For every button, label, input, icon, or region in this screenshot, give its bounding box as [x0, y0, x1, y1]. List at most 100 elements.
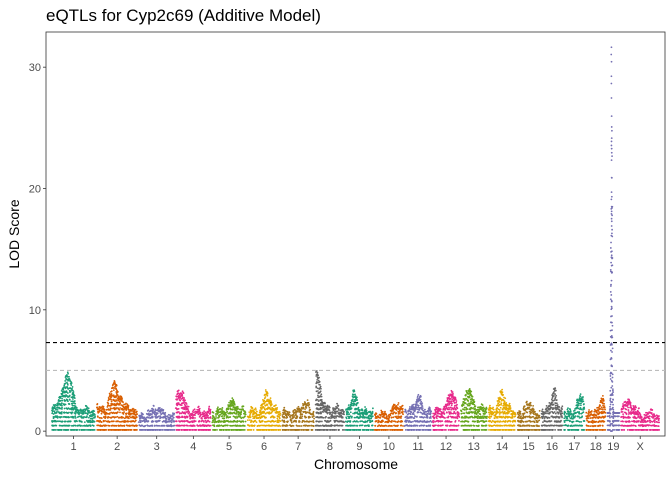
lod-point — [71, 404, 74, 407]
lod-point — [236, 420, 239, 423]
lod-point — [68, 403, 71, 406]
lod-point — [225, 429, 228, 431]
lod-point — [330, 424, 333, 427]
lod-point — [211, 421, 214, 424]
lod-point — [115, 387, 117, 390]
lod-point — [496, 411, 499, 414]
lod-point — [354, 393, 356, 396]
lod-point — [266, 404, 269, 406]
lod-point — [60, 416, 63, 418]
lod-point — [135, 414, 137, 417]
lod-point — [300, 429, 303, 431]
lod-point — [84, 412, 87, 414]
lod-point — [86, 406, 89, 409]
lod-point — [93, 420, 96, 423]
lod-point — [112, 420, 115, 423]
lod-point — [73, 394, 76, 397]
lod-point — [181, 424, 184, 427]
lod-point — [316, 380, 318, 383]
lod-point — [332, 424, 334, 427]
lod-point — [467, 400, 470, 402]
lod-point — [497, 402, 500, 405]
lod-point — [505, 402, 508, 404]
lod-point — [231, 408, 234, 411]
lod-point — [71, 406, 74, 409]
lod-point — [464, 399, 466, 401]
lod-point — [417, 404, 420, 407]
chromosome-6-marks — [246, 389, 282, 431]
lod-point — [87, 407, 90, 410]
lod-point — [300, 409, 303, 412]
lod-point — [440, 411, 443, 413]
lod-point — [67, 429, 70, 431]
lod-point — [269, 429, 271, 431]
lod-point — [304, 408, 306, 411]
chromosome-10-marks — [373, 402, 404, 431]
lod-point — [93, 410, 96, 412]
lod-point — [463, 412, 466, 415]
lod-point — [252, 413, 255, 416]
lod-point — [130, 429, 133, 431]
lod-point — [83, 416, 86, 418]
lod-point — [242, 420, 245, 423]
lod-point — [93, 413, 96, 416]
lod-point — [447, 408, 450, 411]
lod-point — [429, 425, 432, 427]
lod-point — [267, 420, 270, 423]
lod-point — [232, 404, 235, 407]
lod-point — [317, 379, 320, 382]
lod-point — [389, 414, 392, 417]
lod-point — [423, 424, 426, 427]
lod-point — [108, 392, 111, 395]
lod-point — [410, 411, 413, 414]
lod-point — [184, 420, 187, 423]
lod-point — [147, 420, 150, 422]
lod-point — [466, 403, 469, 406]
lod-point — [237, 413, 240, 416]
lod-point — [73, 397, 76, 400]
lod-point — [359, 424, 362, 427]
lod-point — [379, 417, 382, 419]
lod-point — [221, 420, 224, 423]
lod-point — [388, 415, 391, 418]
lod-point — [283, 416, 286, 419]
lod-point — [276, 421, 279, 424]
lod-point — [461, 420, 464, 423]
lod-point — [349, 420, 352, 422]
lod-point — [175, 407, 178, 410]
lod-point — [242, 408, 245, 411]
lod-point — [504, 417, 507, 419]
lod-point — [259, 429, 262, 431]
lod-point — [308, 406, 311, 409]
lod-point — [417, 393, 420, 396]
lod-point — [193, 408, 196, 411]
lod-point — [243, 425, 246, 427]
lod-point — [288, 413, 291, 416]
lod-point — [229, 416, 232, 418]
lod-point — [458, 419, 460, 422]
lod-point — [273, 416, 276, 419]
lod-point — [283, 408, 285, 411]
lod-point — [378, 429, 381, 431]
lod-point — [258, 414, 261, 417]
lod-point — [444, 407, 447, 410]
lod-point — [425, 429, 428, 431]
lod-point — [254, 407, 257, 410]
lod-point — [335, 429, 338, 431]
lod-point — [120, 429, 122, 431]
lod-point — [481, 429, 484, 431]
lod-point — [476, 421, 479, 423]
lod-point — [419, 420, 422, 423]
lod-point — [432, 415, 435, 418]
lod-point — [396, 415, 398, 418]
lod-point — [466, 408, 469, 411]
lod-point — [192, 429, 194, 431]
lod-point — [76, 420, 78, 423]
lod-point — [176, 398, 179, 400]
chromosome-1-marks — [51, 371, 96, 431]
lod-point — [68, 398, 71, 401]
lod-point — [225, 411, 227, 414]
lod-point — [401, 429, 404, 431]
lod-point — [152, 420, 155, 423]
lod-point — [290, 421, 293, 424]
